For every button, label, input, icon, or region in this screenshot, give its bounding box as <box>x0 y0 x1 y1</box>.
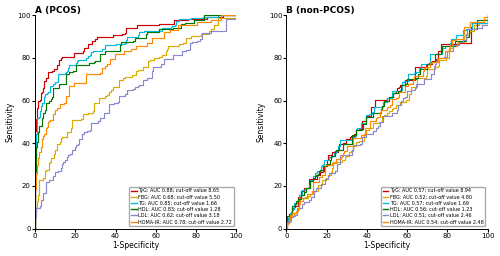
Text: A (PCOS): A (PCOS) <box>35 6 81 15</box>
Legend: TyG: AUC 0.57; cut-off value 8.94, FBG: AUC 0.52; cut-off value 4.80, TG: AUC 0.: TyG: AUC 0.57; cut-off value 8.94, FBG: … <box>381 187 486 226</box>
X-axis label: 1-Specificity: 1-Specificity <box>112 241 159 250</box>
Y-axis label: Sensitivity: Sensitivity <box>6 102 15 142</box>
X-axis label: 1-Specificity: 1-Specificity <box>364 241 410 250</box>
Text: B (non-PCOS): B (non-PCOS) <box>286 6 355 15</box>
Legend: TyG: AUC 0.88; cut-off value 8.65, FBG: AUC 0.68; cut-off value 5.50, TG: AUC 0.: TyG: AUC 0.88; cut-off value 8.65, FBG: … <box>130 187 234 226</box>
Y-axis label: Sensitivity: Sensitivity <box>257 102 266 142</box>
